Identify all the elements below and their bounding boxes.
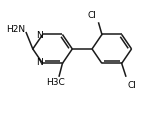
Text: H2N: H2N xyxy=(6,25,25,34)
Text: N: N xyxy=(36,58,43,67)
Text: Cl: Cl xyxy=(128,81,137,90)
Text: N: N xyxy=(36,31,43,40)
Text: H3C: H3C xyxy=(46,78,64,87)
Text: Cl: Cl xyxy=(88,11,96,20)
